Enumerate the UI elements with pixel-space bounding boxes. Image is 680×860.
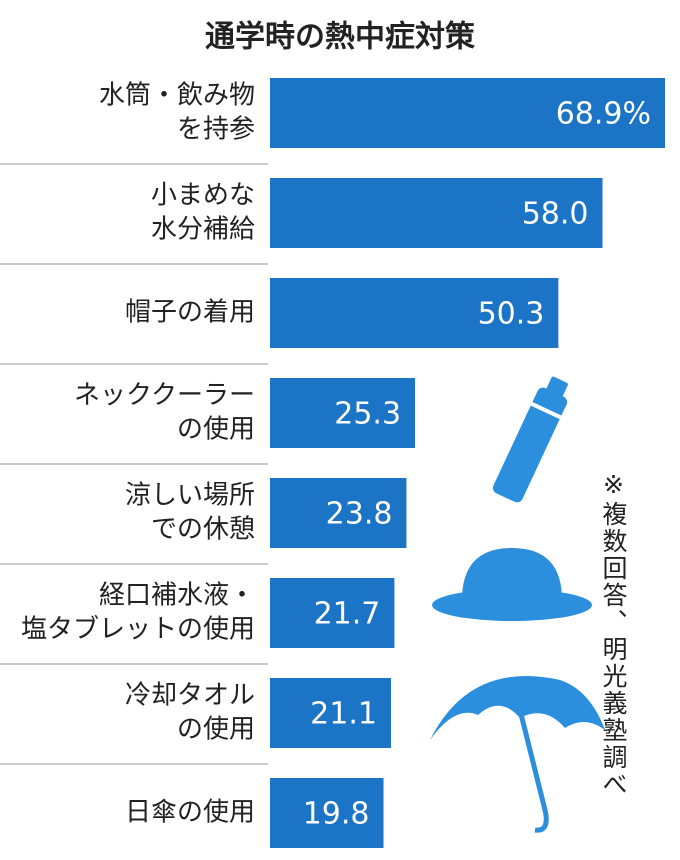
category-label: での休憩 bbox=[151, 515, 255, 545]
category-label: 冷却タオル bbox=[125, 681, 255, 711]
category-label: 日傘の使用 bbox=[125, 798, 255, 828]
value-label: 21.7 bbox=[314, 597, 381, 632]
bar bbox=[270, 678, 391, 748]
bar bbox=[270, 478, 407, 548]
category-label: の使用 bbox=[177, 415, 255, 445]
category-label: を持参 bbox=[177, 115, 255, 145]
bar bbox=[270, 778, 384, 848]
category-label: 帽子の着用 bbox=[125, 298, 255, 328]
category-label: 経口補水液・ bbox=[99, 581, 255, 611]
value-label: 19.8 bbox=[303, 797, 370, 832]
source-note: ※複数回答、明光義塾調べ bbox=[599, 470, 628, 798]
chart-title: 通学時の熱中症対策 bbox=[205, 20, 475, 55]
category-label: の使用 bbox=[177, 715, 255, 745]
bar bbox=[270, 278, 559, 348]
bar bbox=[270, 178, 603, 248]
value-label: 50.3 bbox=[478, 297, 545, 332]
category-label: ネッククーラー bbox=[74, 381, 255, 411]
bar bbox=[270, 378, 416, 448]
category-label: 塩タブレットの使用 bbox=[21, 615, 255, 645]
category-label: 水分補給 bbox=[151, 215, 255, 245]
umbrella-icon bbox=[430, 676, 605, 833]
bar bbox=[270, 578, 395, 648]
value-label: 25.3 bbox=[334, 397, 401, 432]
icons bbox=[430, 376, 605, 833]
category-label: 小まめな bbox=[151, 181, 255, 211]
value-label: 21.1 bbox=[310, 697, 377, 732]
hat-icon bbox=[432, 548, 592, 621]
category-label: 涼しい場所 bbox=[125, 481, 255, 511]
value-label: 23.8 bbox=[326, 497, 393, 532]
category-label: 水筒・飲み物 bbox=[99, 81, 255, 111]
value-label: 58.0 bbox=[522, 197, 589, 232]
bottle-icon bbox=[492, 376, 568, 503]
bar bbox=[270, 78, 665, 148]
value-label: 68.9% bbox=[556, 97, 651, 132]
